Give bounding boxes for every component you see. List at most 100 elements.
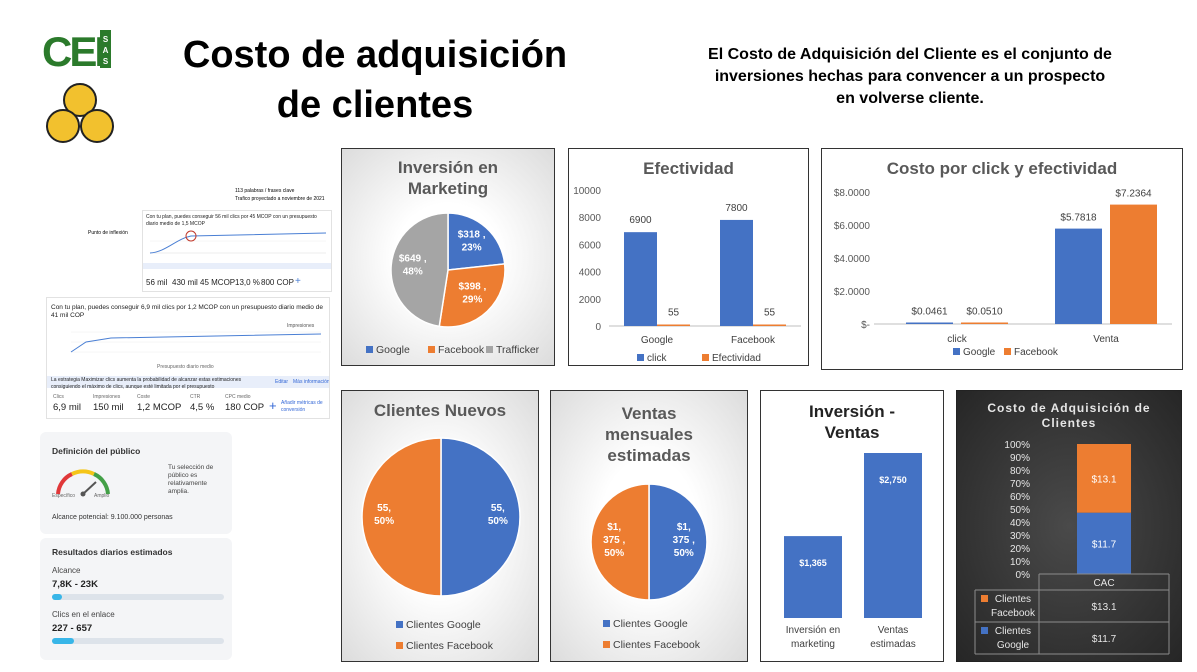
legend-label: Facebook <box>1014 347 1059 358</box>
legend-swatch <box>702 354 709 361</box>
y-tick-label: 90% <box>1010 453 1030 464</box>
metric-impressions: 430 mil <box>172 278 198 287</box>
legend-swatch <box>603 620 610 627</box>
pie-slice <box>590 483 650 601</box>
chart-costo-click: Costo por click y efectividad $- $2.0000 $… <box>821 148 1183 370</box>
gauge-specific-label: Específico <box>52 493 76 499</box>
value-impressions: 150 mil <box>93 402 124 413</box>
table-row-label: Clientes <box>995 594 1031 605</box>
x-tick-label: CAC <box>1093 578 1114 589</box>
value-clicks: 6,9 mil <box>53 402 81 413</box>
legend-swatch <box>981 627 988 634</box>
legend-swatch <box>603 641 610 648</box>
y-tick-label: $- <box>861 320 870 331</box>
y-tick-label: 60% <box>1010 492 1030 503</box>
add-icon: + <box>295 276 301 287</box>
pie-slice <box>438 263 506 328</box>
legend-swatch <box>1004 348 1011 355</box>
impressions-dropdown[interactable]: Impresiones <box>287 323 315 329</box>
pie-chart-3: $1, 375 , 50% $1, 375 , 50% Clientes Google Cli… <box>590 483 708 651</box>
label-impressions: Impresiones <box>93 394 121 400</box>
stacked-bar-segment <box>1077 512 1131 574</box>
logo-circles-icon <box>46 83 114 143</box>
svg-text:A: A <box>103 46 109 55</box>
y-tick-label: 6000 <box>579 240 602 251</box>
y-tick-label: 8000 <box>579 213 602 224</box>
chart-title: Inversión - Ventas <box>761 401 943 443</box>
bar-chart-efectividad: 0 2000 4000 6000 8000 10000 6900 55 Google 7800 55… <box>573 186 801 364</box>
value-ctr: 4,5 % <box>190 402 215 413</box>
traffic-note: Trafico proyectado a noviembre de 2021 <box>235 196 325 202</box>
y-tick-label: 70% <box>1010 479 1030 490</box>
daily-title: Resultados diarios estimados <box>52 547 173 557</box>
potential-reach: Alcance potencial: 9.100.000 personas <box>52 514 173 521</box>
chart-title-text: Ventas mensuales estimadas <box>605 404 693 465</box>
chart-title: Efectividad <box>643 159 734 178</box>
chart-inversion-ventas: Inversión - Ventas $1,365 Inversión en mar… <box>760 390 944 662</box>
bar <box>657 324 690 326</box>
chart-title: Inversión en Marketing <box>342 157 554 199</box>
chart-clientes-nuevos: Clientes Nuevos 55, 50% 55, 50% Clientes Goo… <box>341 390 539 662</box>
y-tick-label: 4000 <box>579 268 602 279</box>
legend-swatch <box>396 642 403 649</box>
bar <box>1110 204 1157 324</box>
stacked-bar-segment <box>1077 444 1131 513</box>
screenshot-1-frame: Con tu plan, puedes conseguir 56 mil cli… <box>142 210 332 292</box>
x-tick-label: Google <box>641 335 674 346</box>
bar-chart-costo: $- $2.0000 $4.0000 $6.0000 $8.0000 $0.0461 $0.… <box>834 188 1172 358</box>
chart-title: Ventas mensuales estimadas <box>551 403 747 466</box>
edit-link[interactable]: Editar <box>275 379 289 385</box>
bar <box>753 324 786 326</box>
y-tick-label: 0 <box>595 322 601 333</box>
title-line-1: Costo de adquisición <box>182 34 568 76</box>
legend-label: Clientes Google <box>613 618 688 630</box>
table-cell-value: $13.1 <box>1091 602 1116 613</box>
shot2-note-bar: La estrategia Maximizar clics aumenta la… <box>47 376 330 390</box>
shot2-note: La estrategia Maximizar clics aumenta la… <box>51 377 242 390</box>
y-tick-label: 100% <box>1004 440 1030 451</box>
metric-cost: 45 MCOP <box>200 278 236 287</box>
bar-data-label: 55 <box>668 308 680 319</box>
stacked-bar-cac: 0% 10% 20% 30% 40% 50% 60% 70% 80% 90% 100% $11.7 $1… <box>974 440 1170 655</box>
legend-label: Clientes Google <box>406 619 481 631</box>
table-row-label: Facebook <box>991 608 1036 619</box>
more-info-link[interactable]: Más información <box>293 379 330 385</box>
bar-data-label: $13.1 <box>1091 474 1116 485</box>
bar-data-label: $7.2364 <box>1115 189 1152 200</box>
pie-slice <box>440 437 521 597</box>
value-cost: 1,2 MCOP <box>137 402 182 413</box>
cei-logo: CEI S A S <box>42 28 111 70</box>
shot2-metrics: Clics Impresiones Coste CTR CPC medio 6,… <box>47 394 329 418</box>
bar <box>624 232 657 326</box>
legend-label: Clientes Facebook <box>613 639 701 651</box>
chart-cac: Costo de Adquisición de Clientes 0% 10% 20… <box>956 390 1182 662</box>
description-line-2: inversiones hechas para convencer a un p… <box>714 68 1106 85</box>
add-metrics-icon[interactable]: + <box>269 398 277 413</box>
chart-ventas-mensuales: Ventas mensuales estimadas $1, 375 , 50% $1… <box>550 390 748 662</box>
pie-slice <box>648 483 708 601</box>
pie-slice <box>390 212 449 328</box>
daily-results-panel: Resultados diarios estimados Alcance 7,8… <box>40 538 232 660</box>
title-line-2: de clientes <box>276 84 474 126</box>
logo-text: CEI <box>42 28 103 70</box>
pie-chart-2: 55, 50% 55, 50% Clientes Google Clientes Face… <box>361 437 521 652</box>
y-tick-label: 80% <box>1010 466 1030 477</box>
label-ctr: CTR <box>190 394 201 400</box>
y-tick-label: 40% <box>1010 518 1030 529</box>
table-row-label: Clientes <box>995 626 1031 637</box>
gauge-broad-label: Amplio <box>94 493 110 499</box>
plan-text-2: Con tu plan, puedes conseguir 6,9 mil cl… <box>51 304 323 319</box>
add-metrics-link[interactable]: Añadir métricas de conversión <box>281 400 323 413</box>
metric-ctr: 13,0 % <box>235 278 260 287</box>
reach-bar <box>52 594 224 600</box>
legend-swatch <box>366 346 373 353</box>
legend-swatch <box>637 354 644 361</box>
y-tick-label: $2.0000 <box>834 287 871 298</box>
label-clicks: Clics <box>53 394 64 400</box>
clicks-value: 227 - 657 <box>52 623 93 634</box>
chart-inversion-marketing: Inversión en Marketing $318 , 23% $398 , 29… <box>341 148 555 366</box>
table-row-label: Google <box>997 640 1030 651</box>
pie-data-label: 55, 50% <box>374 503 394 527</box>
gauge-icon <box>56 469 110 497</box>
